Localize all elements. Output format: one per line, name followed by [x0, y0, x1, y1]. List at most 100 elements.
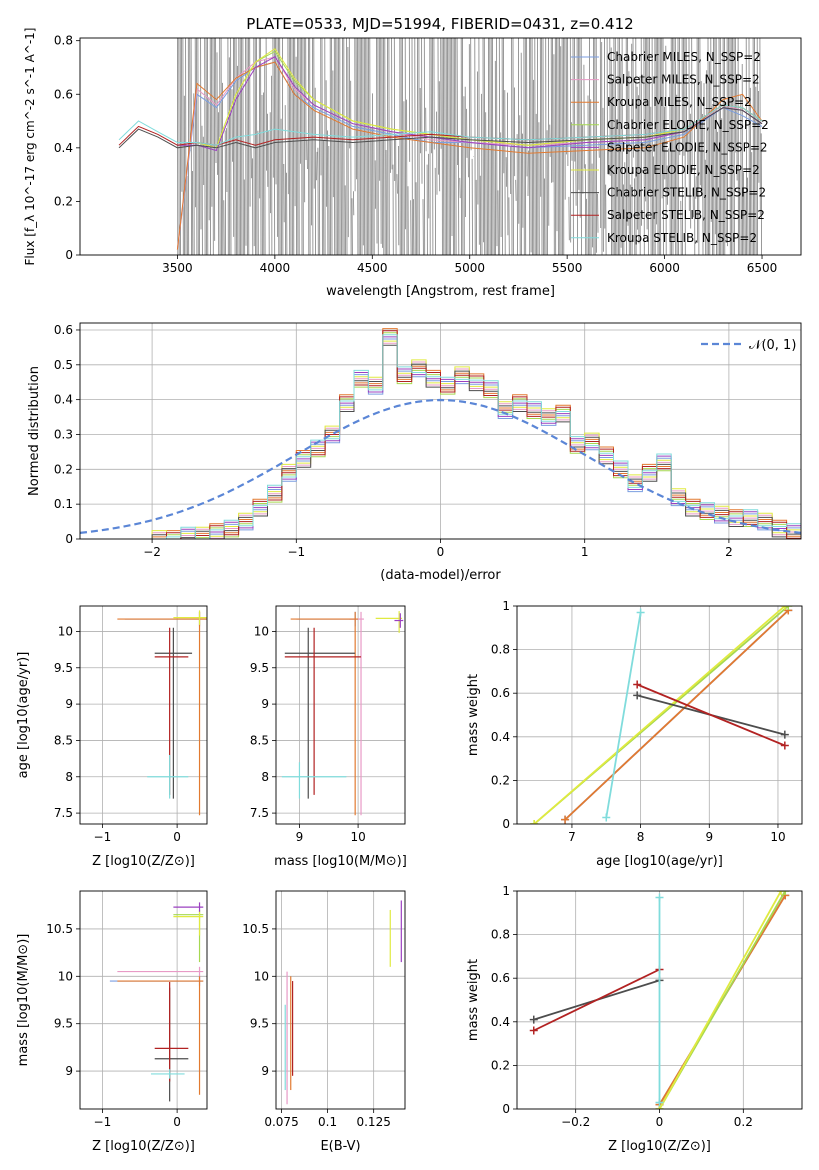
x-tick-label: −2 [143, 545, 161, 559]
plus-marker [780, 741, 789, 750]
y-tick-label: 0.8 [54, 34, 73, 48]
mass-weight-vs-metallicity-panel: −0.2 0 0.2 0 0.2 0.4 0.6 0.8 1 Z [log10(Z/Z⊙)] mas… [466, 884, 803, 1154]
x-tick-label: 4500 [357, 261, 388, 275]
plus-marker [633, 680, 642, 689]
y-tick-label: 0.6 [54, 323, 73, 337]
axes-frame [275, 890, 406, 1110]
errorbar-marks [109, 902, 204, 1102]
y-tick-label: 9 [261, 697, 269, 711]
spectrum-title: PLATE=0533, MJD=51994, FIBERID=0431, z=0… [246, 15, 633, 33]
y-tick-label: 0.2 [491, 1058, 510, 1072]
y-tick-label: 10.5 [46, 922, 73, 936]
x-tick-label: 0 [656, 1115, 664, 1129]
y-tick-label: 0.2 [54, 194, 73, 208]
plus-marker [636, 608, 645, 617]
axes-frame [516, 605, 803, 825]
x-axis-label: Z [log10(Z/Z⊙)] [92, 1139, 195, 1154]
x-tick-label: 0.2 [734, 1115, 753, 1129]
spectrum-panel: 3500 4000 4500 5000 5500 6000 6500 0 0.2 0.4 0.6 0.… [23, 28, 802, 299]
y-tick-label: 9 [65, 1064, 73, 1078]
x-tick-label: 6500 [747, 261, 778, 275]
axes-frame [79, 890, 208, 1110]
y-tick-label: 9 [261, 1064, 269, 1078]
legend-label: Chabrier MILES, N_SSP=2 [607, 50, 761, 64]
x-tick-label: −1 [287, 545, 305, 559]
legend-label: Kroupa MILES, N_SSP=2 [607, 95, 752, 109]
x-axis-label: (data-model)/error [380, 568, 501, 583]
mass-weight-lines [529, 891, 790, 1109]
y-tick-label: 0.4 [491, 730, 510, 744]
y-tick-label: 0.5 [54, 358, 73, 372]
y-tick-label: 10.5 [242, 922, 269, 936]
x-tick-label: −1 [94, 830, 112, 844]
errorbar-marks [117, 610, 207, 816]
y-tick-label: 0 [65, 532, 73, 546]
y-tick-label: 1 [502, 884, 510, 898]
mass-weight-lines [530, 606, 793, 824]
y-tick-label: 0.3 [54, 427, 73, 441]
errorbar-marks [281, 611, 404, 816]
y-tick-label: 0.6 [491, 686, 510, 700]
normal-curve [80, 398, 801, 534]
x-tick-label: 0 [173, 830, 181, 844]
y-tick-label: 7.5 [250, 806, 269, 820]
errorbar-marks [284, 900, 402, 1105]
y-axis-label: mass weight [466, 674, 481, 756]
plus-marker [784, 606, 793, 610]
y-tick-label: 10 [58, 969, 73, 983]
y-axis-label: mass [log10(M/M⊙)] [16, 934, 31, 1067]
plus-marker [530, 820, 539, 824]
x-tick-label: 0.075 [264, 1115, 298, 1129]
histogram-curves [80, 328, 801, 539]
y-tick-label: 0.4 [491, 1015, 510, 1029]
x-tick-label: 1 [581, 545, 589, 559]
y-tick-label: 0 [502, 817, 510, 831]
mass-weight-line [605, 612, 642, 818]
axes-frame [275, 605, 406, 825]
legend-label: Chabrier STELIB, N_SSP=2 [607, 186, 766, 200]
y-tick-label: 0.4 [54, 141, 73, 155]
plus-marker [780, 606, 789, 610]
x-tick-label: 4000 [260, 261, 291, 275]
x-tick-label: 6000 [649, 261, 680, 275]
y-tick-label: 10 [58, 624, 73, 638]
legend-label: Kroupa STELIB, N_SSP=2 [607, 231, 757, 245]
histogram-step [151, 342, 801, 539]
y-tick-label: 10 [254, 969, 269, 983]
x-axis-label: Z [log10(Z/Z⊙)] [92, 854, 195, 869]
y-tick-label: 8 [65, 770, 73, 784]
x-tick-label: 7 [568, 830, 576, 844]
legend-label: Salpeter STELIB, N_SSP=2 [607, 208, 765, 222]
plus-marker [655, 1098, 664, 1107]
x-tick-label: 2 [725, 545, 733, 559]
y-tick-label: 9.5 [250, 1017, 269, 1031]
histogram-step [152, 334, 801, 539]
plus-marker [777, 891, 786, 895]
y-tick-label: 9 [65, 697, 73, 711]
spectrum-model-line [118, 104, 763, 146]
age-vs-mass-panel: 9 10 7.5 8 8.5 9 9.5 10 mass [log10(M/M⊙)] [250, 605, 407, 869]
mass-weight-line [658, 891, 782, 1109]
y-tick-label: 0 [502, 1102, 510, 1116]
axes-frame [79, 605, 208, 825]
residual-histogram-panel: −2 −1 0 1 2 0 0.1 0.2 0.3 0.4 0.5 0.6 (data-model)/e… [27, 322, 802, 583]
y-tick-label: 9.5 [250, 661, 269, 675]
plus-marker [780, 730, 789, 739]
x-axis-label: Z [log10(Z/Z⊙)] [608, 1139, 711, 1154]
y-axis-label: age [log10(age/yr)] [16, 652, 31, 779]
x-tick-label: 9 [296, 830, 304, 844]
histogram-step [152, 330, 801, 539]
y-tick-label: 0.2 [54, 462, 73, 476]
y-tick-label: 8.5 [250, 733, 269, 747]
mass-weight-line [533, 968, 660, 1032]
mass-weight-line [533, 606, 786, 824]
x-tick-label: 5500 [552, 261, 583, 275]
spectrum-curves [118, 38, 763, 255]
plus-marker [529, 1026, 538, 1035]
x-axis-label: age [log10(age/yr)] [596, 854, 723, 869]
histogram-step [151, 340, 801, 539]
spectrum-model-line [118, 107, 763, 149]
plus-marker [529, 1015, 538, 1024]
mass-weight-vs-age-panel: 7 8 9 10 0 0.2 0.4 0.6 0.8 1 age [log10(age/yr)] ma… [466, 599, 803, 869]
y-tick-label: 0 [65, 248, 73, 262]
